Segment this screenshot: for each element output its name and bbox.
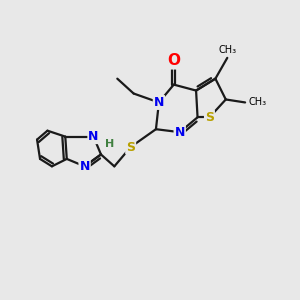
- Text: S: S: [126, 140, 135, 154]
- Text: H: H: [105, 139, 115, 149]
- Text: CH₃: CH₃: [218, 46, 236, 56]
- Text: O: O: [167, 53, 180, 68]
- Text: S: S: [205, 111, 214, 124]
- Text: N: N: [154, 96, 164, 109]
- Text: N: N: [175, 126, 185, 139]
- Text: N: N: [88, 130, 99, 143]
- Text: CH₃: CH₃: [248, 98, 266, 107]
- Text: N: N: [80, 160, 90, 173]
